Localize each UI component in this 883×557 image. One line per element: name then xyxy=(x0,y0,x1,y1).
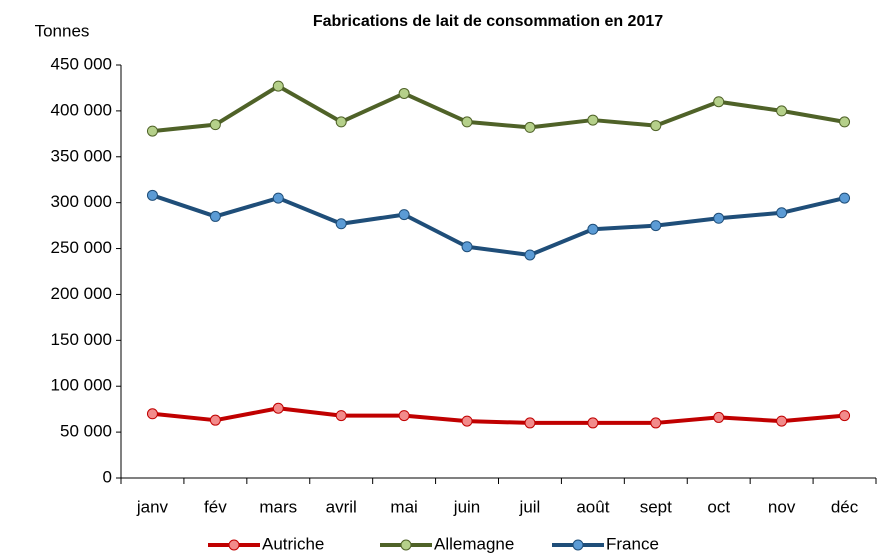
point xyxy=(146,189,158,201)
point xyxy=(524,121,536,133)
y-tick-label: 300 000 xyxy=(51,192,112,211)
point xyxy=(461,116,473,128)
x-tick-label: août xyxy=(576,497,609,516)
y-tick-label: 50 000 xyxy=(60,422,112,441)
point xyxy=(272,80,284,92)
y-tick-label: 100 000 xyxy=(51,376,112,395)
y-tick-label: 450 000 xyxy=(51,54,112,73)
x-tick-label: fév xyxy=(204,497,227,516)
point xyxy=(839,116,851,128)
point xyxy=(650,417,662,429)
y-tick-label: 400 000 xyxy=(51,100,112,119)
point xyxy=(272,192,284,204)
point xyxy=(587,417,599,429)
x-tick-label: juin xyxy=(453,497,480,516)
series-line xyxy=(152,406,845,425)
y-tick-label: 200 000 xyxy=(51,284,112,303)
x-tick-label: déc xyxy=(831,497,859,516)
point xyxy=(398,209,410,221)
series-line xyxy=(151,193,845,257)
point xyxy=(461,241,473,253)
point xyxy=(398,87,410,99)
point xyxy=(146,408,158,420)
y-axis-label: Tonnes xyxy=(35,21,90,40)
x-tick-label: oct xyxy=(707,497,730,516)
x-tick-label: avril xyxy=(326,497,357,516)
x-tick-label: sept xyxy=(640,497,672,516)
chart-title: Fabrications de lait de consommation en … xyxy=(313,13,663,30)
point xyxy=(461,415,473,427)
y-tick-label: 250 000 xyxy=(51,238,112,257)
point xyxy=(398,410,410,422)
point xyxy=(524,417,536,429)
legend-label: Allemagne xyxy=(434,534,514,553)
point xyxy=(209,119,221,131)
point xyxy=(713,411,725,423)
legend-marker xyxy=(400,539,412,551)
point xyxy=(713,212,725,224)
point xyxy=(713,96,725,108)
point xyxy=(587,223,599,235)
point xyxy=(335,410,347,422)
series-line xyxy=(152,84,845,134)
x-tick-label: mai xyxy=(390,497,417,516)
legend-label: Autriche xyxy=(262,534,324,553)
point xyxy=(650,220,662,232)
x-tick-label: juil xyxy=(519,497,541,516)
point xyxy=(650,120,662,132)
x-tick-label: nov xyxy=(768,497,796,516)
point xyxy=(776,105,788,117)
point xyxy=(335,218,347,230)
point xyxy=(776,415,788,427)
point xyxy=(776,207,788,219)
point xyxy=(587,114,599,126)
point xyxy=(146,125,158,137)
y-tick-label: 150 000 xyxy=(51,330,112,349)
point xyxy=(839,410,851,422)
legend-label: France xyxy=(606,534,659,553)
legend-marker xyxy=(572,539,584,551)
y-tick-label: 0 xyxy=(103,467,112,486)
y-tick-label: 350 000 xyxy=(51,146,112,165)
x-tick-label: janv xyxy=(136,497,169,516)
point xyxy=(272,402,284,414)
point xyxy=(839,192,851,204)
point xyxy=(209,210,221,222)
point xyxy=(524,249,536,261)
point xyxy=(335,116,347,128)
x-tick-label: mars xyxy=(259,497,297,516)
legend-marker xyxy=(228,539,240,551)
point xyxy=(209,414,221,426)
